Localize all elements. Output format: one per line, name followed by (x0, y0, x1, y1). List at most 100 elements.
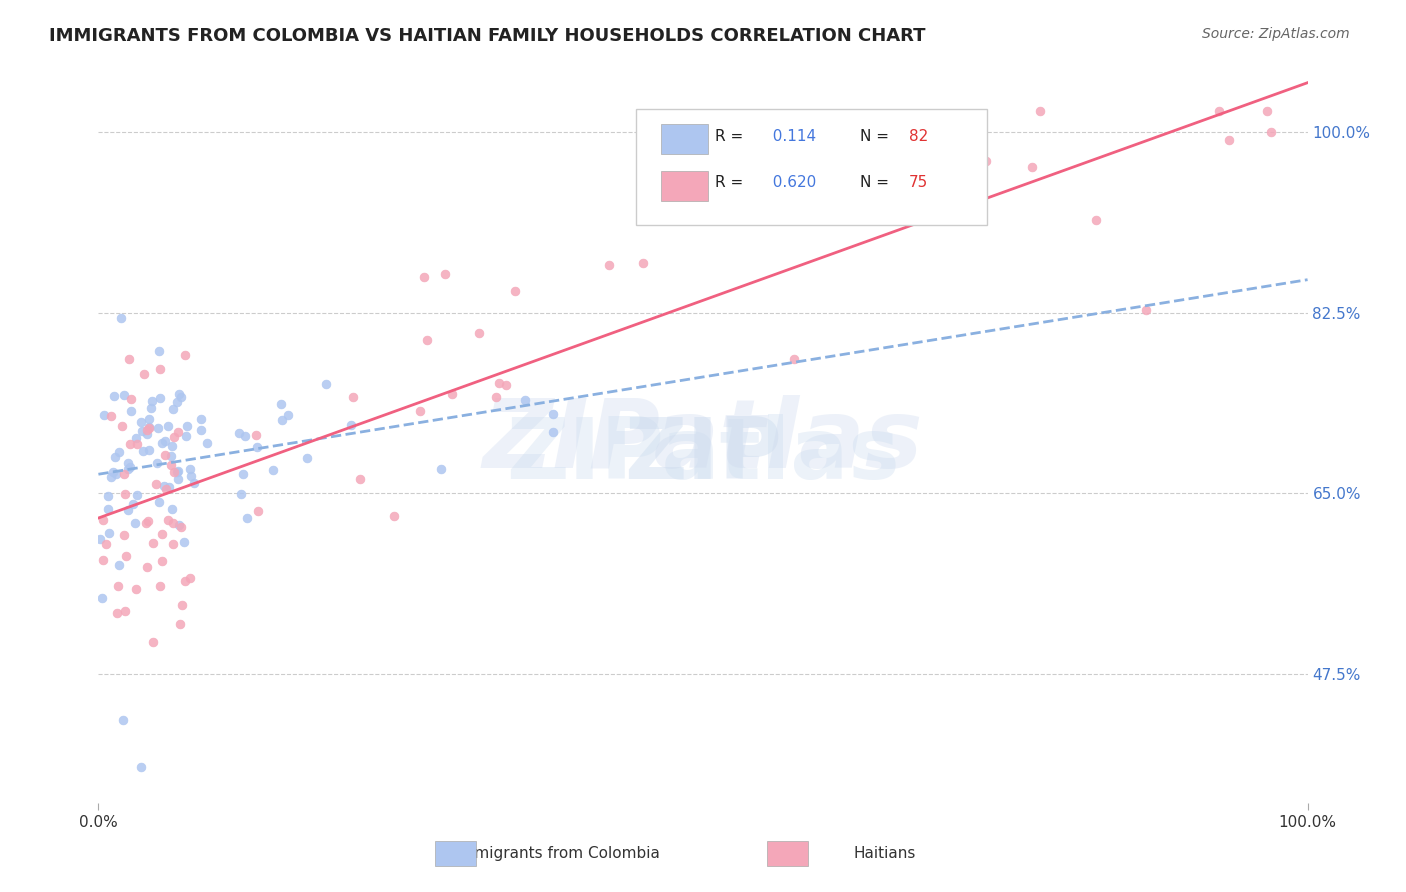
Point (120, 437, 142, 451)
Point (91, 553, 114, 567)
Point (138, 514, 160, 528)
Point (150, 435, 173, 450)
Point (163, 465, 186, 479)
Point (162, 516, 184, 530)
Point (846, 177, 869, 191)
Point (112, 467, 135, 481)
Point (173, 574, 195, 589)
Point (415, 333, 437, 347)
Point (153, 434, 176, 449)
Point (167, 472, 190, 486)
FancyBboxPatch shape (661, 124, 707, 154)
Point (503, 284, 526, 298)
Point (153, 478, 176, 492)
Text: ZIPatlas: ZIPatlas (482, 395, 924, 488)
Point (246, 504, 269, 518)
Point (513, 393, 536, 408)
Point (120, 459, 142, 474)
Point (468, 326, 491, 340)
Text: Haitians: Haitians (853, 846, 915, 861)
Point (148, 495, 170, 509)
Point (190, 424, 212, 438)
Point (129, 759, 152, 773)
Point (246, 440, 269, 454)
Point (270, 413, 292, 427)
Point (160, 458, 183, 473)
Point (349, 472, 371, 486)
Point (176, 419, 198, 434)
Point (409, 404, 432, 418)
Point (495, 377, 517, 392)
Point (120, 392, 142, 406)
Point (114, 487, 136, 501)
Point (136, 427, 159, 442)
Point (97, 502, 120, 516)
Point (245, 427, 267, 442)
Text: Immigrants from Colombia: Immigrants from Colombia (456, 846, 661, 861)
Point (166, 465, 188, 479)
Point (138, 420, 160, 434)
Point (141, 393, 163, 408)
Text: R =: R = (716, 176, 744, 190)
Point (413, 270, 436, 285)
Point (97, 525, 120, 540)
Text: 75: 75 (908, 176, 928, 190)
Point (229, 486, 252, 500)
Point (111, 713, 134, 727)
Point (107, 558, 129, 572)
Point (485, 390, 508, 404)
Point (195, 436, 218, 450)
Text: 0.620: 0.620 (763, 176, 817, 190)
Point (170, 520, 193, 534)
Point (142, 536, 165, 550)
Point (167, 464, 190, 478)
Point (541, 407, 564, 421)
Point (149, 580, 172, 594)
Point (112, 388, 135, 402)
Point (162, 501, 184, 516)
Point (179, 462, 201, 476)
Point (107, 445, 129, 459)
Point (541, 425, 564, 439)
Point (150, 554, 173, 568)
Text: 0.114: 0.114 (763, 129, 817, 145)
Point (131, 424, 153, 438)
Point (146, 421, 169, 435)
Point (114, 604, 136, 618)
Point (160, 439, 183, 453)
Point (148, 362, 170, 376)
Point (339, 418, 361, 433)
Point (132, 444, 155, 458)
Point (117, 462, 139, 476)
Point (103, 389, 125, 403)
Point (138, 421, 160, 435)
Point (152, 527, 174, 541)
Point (976, 153, 998, 168)
Point (160, 449, 183, 463)
Point (105, 606, 128, 620)
Point (114, 549, 136, 563)
Text: IMMIGRANTS FROM COLOMBIA VS HAITIAN FAMILY HOUSEHOLDS CORRELATION CHART: IMMIGRANTS FROM COLOMBIA VS HAITIAN FAMI… (49, 27, 925, 45)
FancyBboxPatch shape (434, 841, 475, 865)
Text: Source: ZipAtlas.com: Source: ZipAtlas.com (1202, 27, 1350, 41)
Point (1029, 104, 1052, 119)
Point (170, 390, 193, 404)
Point (111, 418, 134, 433)
Point (162, 537, 184, 551)
Point (1208, 104, 1230, 119)
Point (276, 409, 298, 423)
Point (100, 409, 122, 423)
Point (170, 599, 193, 613)
Point (90, 591, 112, 606)
Point (183, 475, 205, 490)
Point (94, 537, 117, 551)
Point (190, 411, 212, 425)
Point (904, 195, 927, 210)
Point (167, 517, 190, 532)
Point (97, 489, 120, 503)
Point (167, 387, 190, 401)
Point (163, 430, 186, 444)
Point (107, 579, 129, 593)
Point (127, 436, 149, 450)
Point (103, 466, 125, 480)
